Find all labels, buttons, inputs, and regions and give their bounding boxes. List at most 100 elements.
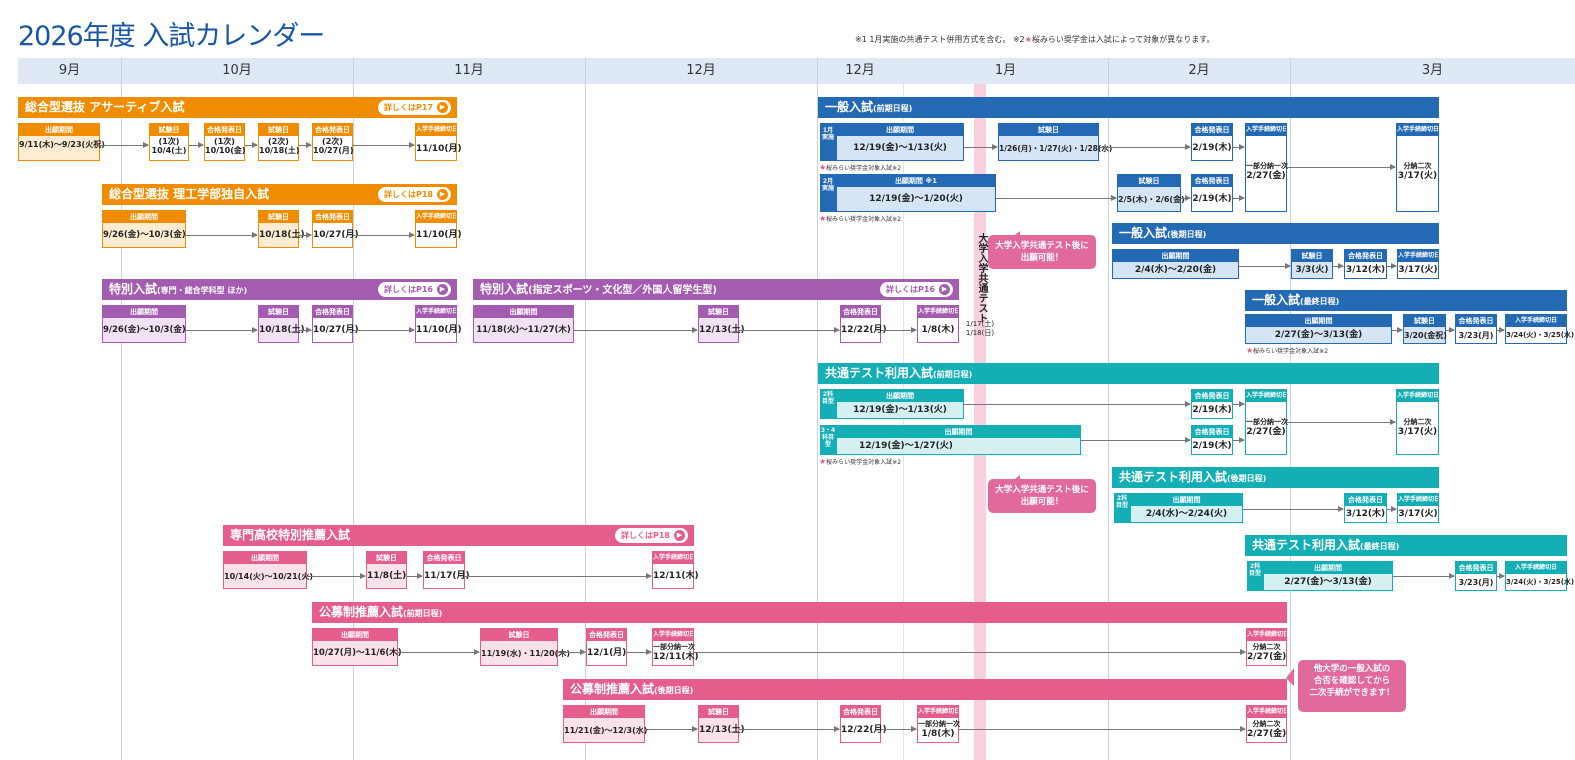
flow-arrow	[1387, 263, 1397, 269]
flow-arrow	[1392, 327, 1403, 333]
month-label: 10月	[222, 63, 252, 78]
kyotsu-late-result-box: 合格発表日 3/12(木)	[1344, 493, 1387, 523]
kyotsu-final-tag: 2科目型	[1247, 561, 1263, 591]
month-label: 1月	[994, 63, 1017, 78]
footnote: ※1 1月実施の共通テスト併用方式を含む。 ※2★桜みらい奨学金は入試によって対…	[855, 34, 1215, 45]
center-test-label: 大学入学共通テスト	[976, 233, 987, 323]
flow-arrow	[1233, 144, 1245, 150]
kyotsu-early-header: 共通テスト利用入試(前期日程)	[818, 363, 1439, 384]
flow-arrow	[1233, 437, 1245, 443]
kyotsu-early-b-apply: 12/19(金)～1/27(火)	[859, 441, 953, 451]
result-label: 合格発表日	[587, 629, 626, 641]
public-late-sub: (後期日程)	[654, 686, 694, 695]
flow-arrow	[353, 327, 415, 333]
vocational-apply: 10/14(火)～10/21(火)	[224, 572, 313, 581]
assertive-exam1: (1次) 10/4(土)	[151, 137, 187, 155]
result-label: 合格発表日	[841, 706, 880, 718]
special1-apply-box: 出願期間 9/26(金)～10/3(金)	[102, 305, 186, 343]
result-label: 合格発表日	[1456, 562, 1496, 574]
flow-arrow	[694, 649, 1246, 655]
flow-arrow	[245, 142, 258, 148]
month-label: 2月	[1188, 63, 1210, 78]
flow-arrow	[100, 142, 149, 148]
detail-link-p16[interactable]: 詳しくはP16	[378, 282, 451, 297]
general-early-tag-feb: 2月実施	[820, 174, 836, 212]
star-icon: ★	[819, 457, 827, 466]
general-final-result-box: 合格発表日 3/23(月)	[1455, 314, 1497, 344]
scholarship-note: ★桜みらい奨学金対象入試※2	[819, 163, 901, 172]
deadline-label: 入学手続締切日	[653, 552, 693, 564]
deadline-label: 入学手続締切日	[1246, 124, 1286, 136]
general-early-b-apply-box: 出願期間 ※1 12/19(金)～1/20(火)	[836, 174, 996, 212]
detail-link-p18[interactable]: 詳しくはP18	[378, 187, 451, 202]
special1-result-box: 合格発表日 10/27(月)	[312, 305, 359, 343]
general-early-a-result-box: 合格発表日 2/19(木)	[1191, 123, 1233, 161]
month-bar	[18, 58, 1575, 84]
general-late-deadline: 3/17(火)	[1398, 265, 1438, 275]
apply-label: 出願期間	[1264, 562, 1392, 574]
deadline-label: 入学手続締切日	[1506, 315, 1566, 327]
kyotsu-final-deadline-box: 入学手続締切日 3/24(火)・3/25(水)	[1505, 561, 1574, 591]
assertive-exam2-box: 試験日 (2次) 10/18(土)	[258, 123, 300, 161]
flow-arrow	[353, 232, 415, 238]
star-icon: ★	[1024, 35, 1032, 44]
special2-header: 特別入試(指定スポーツ・文化型／外国人留学生型) 詳しくはP16	[473, 279, 959, 300]
general-final-exam-box: 試験日 3/20(金祝)	[1403, 314, 1447, 344]
deadline-label: 入学手続締切日	[416, 306, 456, 318]
deadline-label: 入学手続締切日	[1398, 494, 1438, 506]
special2-result: 12/22(月)	[841, 325, 887, 335]
general-late-title: 一般入試	[1119, 226, 1168, 240]
public-early-sub: (前期日程)	[403, 609, 443, 618]
pay-first-label: 一部分納一次	[918, 720, 960, 728]
month-label: 9月	[58, 63, 81, 78]
apply-label: 出願期間	[1113, 250, 1238, 262]
kyotsu-early-tag-2: 2科目型	[820, 389, 836, 419]
deadline-label: 入学手続締切日	[653, 629, 693, 641]
pay-first-label: 一部分納一次	[1246, 162, 1288, 170]
kyotsu-early-b-apply-box: 出願期間 12/19(金)～1/27(火)	[836, 425, 1081, 455]
flow-arrow	[1287, 164, 1396, 170]
apply-label: 出願期間	[837, 390, 963, 402]
detail-link-p16[interactable]: 詳しくはP16	[880, 282, 953, 297]
after-test-callout: 大学入学共通テスト後に 出願可能！	[988, 475, 1096, 513]
flow-arrow	[465, 573, 652, 579]
after-test-callout: 大学入学共通テスト後に 出願可能！	[988, 231, 1096, 269]
general-final-header: 一般入試(最終日程)	[1245, 290, 1567, 311]
general-late-exam-box: 試験日 3/3(火)	[1291, 249, 1333, 279]
result-label: 合格発表日	[313, 124, 352, 136]
apply-label: 出願期間	[1246, 315, 1391, 327]
flow-arrow	[1497, 573, 1505, 579]
exam-label: 試験日	[699, 306, 738, 318]
public-early-title: 公募制推薦入試	[319, 605, 404, 619]
public-late-exam-box: 試験日 12/13(土)	[698, 705, 745, 743]
general-late-exam: 3/3(火)	[1295, 265, 1329, 275]
exam-label: 試験日	[259, 306, 298, 318]
detail-link-p17[interactable]: 詳しくはP17	[378, 100, 451, 115]
flow-arrow	[881, 726, 917, 732]
deadline-label: 入学手続締切日	[416, 124, 456, 136]
scholarship-note-text: 桜みらい奨学金対象入試※2	[826, 216, 902, 223]
public-late-deadline1-box: 入学手続締切日 一部分納一次 1/8(木)	[917, 705, 960, 743]
kyotsu-late-tag: 2科目型	[1114, 493, 1130, 523]
pay-first-label: 一部分納一次	[653, 643, 695, 651]
vocational-deadline: 12/11(木)	[653, 571, 699, 581]
general-early-tag-jan: 1月実施	[820, 123, 836, 161]
detail-link-p18[interactable]: 詳しくはP18	[615, 528, 688, 543]
special2-apply: 11/18(火)～11/27(木)	[476, 325, 571, 335]
assertive-title: 総合型選抜 アサーティブ入試	[25, 100, 185, 114]
assertive-exam1-box: 試験日 (1次) 10/4(土)	[149, 123, 189, 161]
scholarship-note: ★桜みらい奨学金対象入試※2	[819, 214, 901, 223]
kyotsu-final-apply-box: 出願期間 2/27(金)～3/13(金)	[1263, 561, 1393, 591]
apply-label: 出願期間	[19, 124, 99, 136]
kyotsu-late-header: 共通テスト利用入試(後期日程)	[1112, 467, 1439, 488]
result-label: 合格発表日	[1456, 315, 1496, 327]
engineering-result: 10/27(月)	[313, 230, 359, 240]
general-final-apply: 2/27(金)～3/13(金)	[1274, 330, 1363, 340]
apply-label: 出願期間	[1131, 494, 1242, 506]
kyotsu-early-title: 共通テスト利用入試	[825, 366, 934, 380]
engineering-title: 総合型選抜 理工学部独自入試	[109, 187, 270, 201]
assertive-apply-box: 出願期間 9/11(木)～9/23(火祝)	[18, 123, 105, 161]
general-early-title: 一般入試	[825, 100, 874, 114]
special1-deadline-box: 入学手続締切日 11/10(月)	[415, 305, 462, 343]
flow-arrow	[1081, 437, 1191, 443]
